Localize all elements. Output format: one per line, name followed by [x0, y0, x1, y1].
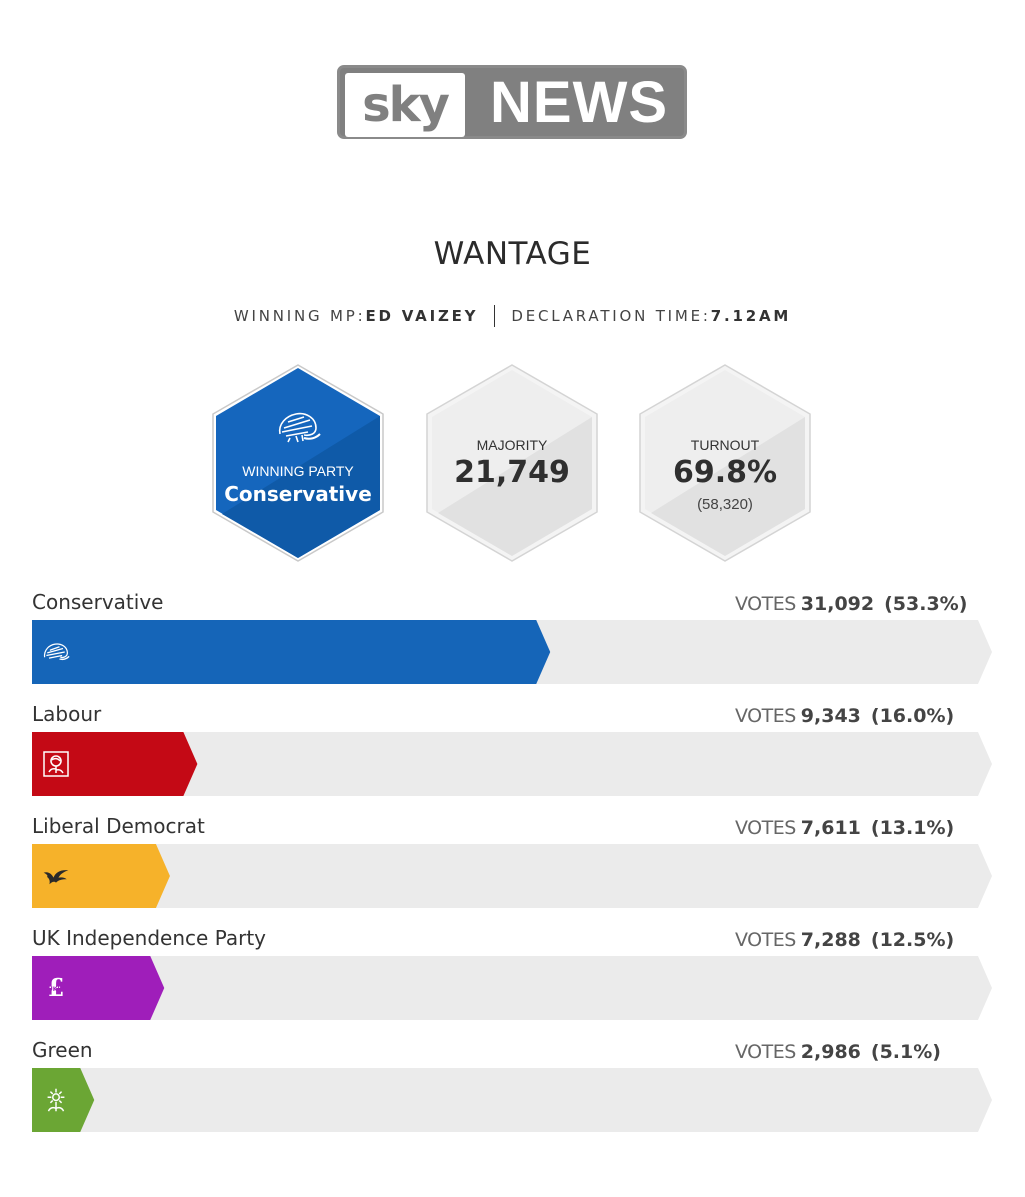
bar-track	[32, 732, 992, 796]
party-name: Liberal Democrat	[32, 814, 205, 838]
party-name: UK Independence Party	[32, 926, 267, 950]
winning-mp-label: WINNING MP:	[233, 307, 366, 325]
svg-text:UKIP: UKIP	[48, 986, 65, 993]
vote-share-bar	[32, 844, 170, 908]
sunflower-icon	[42, 1088, 70, 1112]
vote-share-bar	[32, 620, 551, 684]
vote-count: 31,092	[800, 593, 875, 615]
result-row: Liberal Democrat VOTES 7,611 (13.1%)	[32, 814, 992, 914]
bar-track	[32, 620, 992, 684]
majority-hexagon-shape	[426, 364, 598, 562]
votes-label: VOTES	[735, 705, 796, 727]
result-row: UK Independence Party VOTES 7,288 (12.5%) £ U…	[32, 926, 992, 1026]
vote-count: 7,611	[800, 817, 861, 839]
result-row: Green VOTES 2,986 (5.1%)	[32, 1038, 992, 1138]
constituency-title: WANTAGE	[433, 236, 592, 272]
pound-icon: £ UKIP	[42, 974, 70, 1002]
party-name: Labour	[32, 702, 102, 726]
majority-label: MAJORITY	[476, 437, 548, 453]
bar-track	[32, 956, 992, 1020]
turnout-card: TURNOUT 69.8% (58,320)	[639, 364, 811, 562]
winning-mp-name: ED VAIZEY	[365, 307, 479, 325]
vote-count: 2,986	[800, 1041, 861, 1063]
vote-share: (13.1%)	[870, 817, 955, 839]
vote-share-bar	[32, 732, 198, 796]
vote-count: 9,343	[800, 705, 861, 727]
bar-track	[32, 844, 992, 908]
turnout-hexagon-shape	[639, 364, 811, 562]
winning-party-label: WINNING PARTY	[242, 463, 354, 479]
vote-summary: VOTES 7,611 (13.1%)	[735, 817, 954, 839]
result-row: Labour VOTES 9,343 (16.0%)	[32, 702, 992, 802]
declaration-time-label: DECLARATION TIME:	[511, 307, 711, 325]
bar-background	[32, 1068, 992, 1132]
vote-summary: VOTES 7,288 (12.5%)	[735, 929, 954, 951]
turnout-votes: (58,320)	[697, 496, 753, 513]
sky-logo-text: sky	[345, 73, 465, 137]
vote-summary: VOTES 31,092 (53.3%)	[735, 593, 967, 615]
votes-label: VOTES	[735, 929, 796, 951]
turnout-value: 69.8%	[672, 455, 778, 490]
vote-summary: VOTES 2,986 (5.1%)	[735, 1041, 941, 1063]
result-row: Conservative VOTES 31,092 (53.3%)	[32, 590, 992, 690]
bar-background	[32, 956, 992, 1020]
tree-icon	[278, 412, 321, 443]
vote-summary: VOTES 9,343 (16.0%)	[735, 705, 954, 727]
vote-count: 7,288	[800, 929, 861, 951]
votes-label: VOTES	[735, 817, 796, 839]
vote-share-bar	[32, 956, 165, 1020]
vote-share-bar	[32, 1068, 95, 1132]
bar-track	[32, 1068, 992, 1132]
bar-background	[32, 844, 992, 908]
declaration-time: 7.12AM	[710, 307, 792, 325]
bar-background	[32, 732, 992, 796]
sky-news-logo: sky NEWS	[337, 65, 687, 139]
tree-icon	[42, 640, 70, 664]
svg-text:£: £	[48, 974, 65, 1002]
votes-label: VOTES	[735, 1041, 796, 1063]
winning-hexagon-shape	[212, 364, 384, 562]
dove-icon	[42, 864, 70, 888]
turnout-label: TURNOUT	[690, 437, 760, 453]
majority-value: 21,749	[454, 455, 570, 490]
party-name: Green	[32, 1038, 93, 1062]
winning-party-name: Conservative	[224, 482, 372, 506]
news-logo-text: NEWS	[490, 69, 668, 135]
winning-party-card: WINNING PARTY Conservative	[212, 364, 384, 562]
vote-share: (53.3%)	[884, 593, 968, 615]
subtitle-divider	[494, 305, 496, 327]
vote-share: (12.5%)	[870, 929, 955, 951]
vote-share: (5.1%)	[870, 1041, 941, 1063]
votes-label: VOTES	[735, 593, 796, 615]
party-name: Conservative	[32, 590, 164, 614]
majority-card: MAJORITY 21,749	[426, 364, 598, 562]
rose-icon	[42, 751, 70, 777]
vote-share: (16.0%)	[870, 705, 955, 727]
result-subtitle: WINNING MP: ED VAIZEY DECLARATION TIME: …	[0, 305, 1025, 327]
